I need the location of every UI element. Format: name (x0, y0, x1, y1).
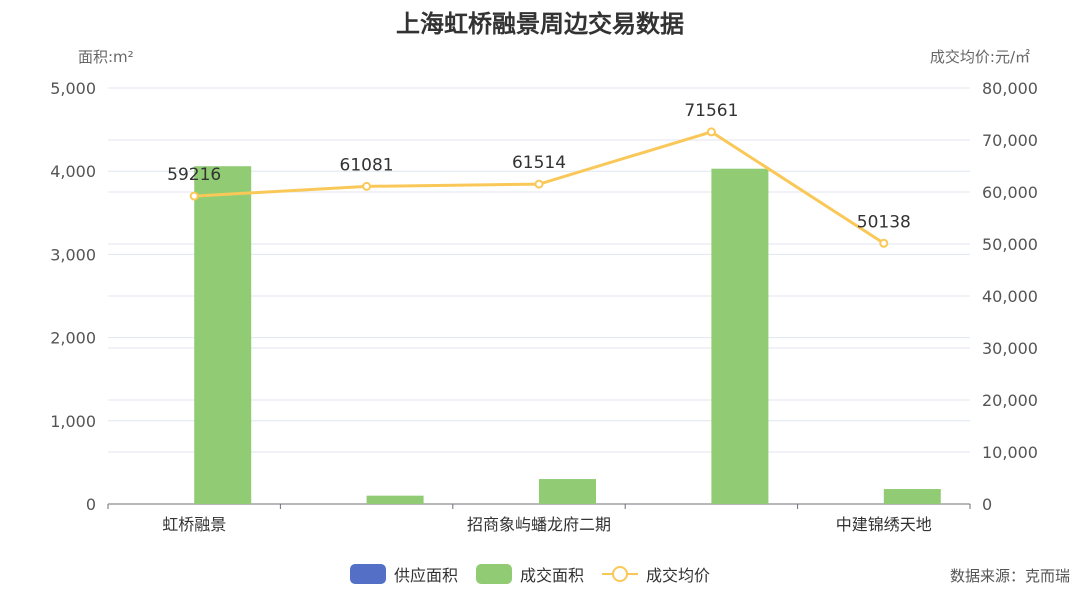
avg-price-data-label: 61514 (512, 153, 566, 173)
avg-price-data-label: 59216 (167, 165, 221, 185)
left-axis-label: 面积:m² (78, 48, 134, 66)
avg-price-point (534, 179, 544, 189)
right-tick-label: 10,000 (982, 443, 1038, 462)
legend-dot (612, 566, 629, 582)
right-tick-label: 40,000 (982, 287, 1038, 306)
legend-item-supply[interactable]: 供应面积 (350, 562, 458, 586)
right-tick-label: 70,000 (982, 131, 1038, 150)
left-tick-label: 4,000 (50, 162, 96, 181)
right-tick-label: 80,000 (982, 79, 1038, 98)
left-tick-label: 2,000 (50, 329, 96, 348)
legend-label-deal-area: 成交面积 (520, 566, 585, 585)
legend-swatch-supply (350, 564, 386, 584)
avg-price-data-label: 50138 (857, 212, 911, 232)
legend-item-avg-price[interactable]: 成交均价 (602, 562, 710, 586)
left-tick-label: 3,000 (50, 245, 96, 264)
left-tick-label: 0 (86, 495, 96, 514)
data-source: 数据来源：克而瑞 (949, 567, 1070, 585)
right-tick-label: 60,000 (982, 183, 1038, 202)
category-label: 招商象屿蟠龙府二期 (467, 515, 611, 534)
avg-price-point (189, 191, 199, 201)
category-label: 虹桥融景 (162, 515, 226, 534)
legend-label-avg-price: 成交均价 (646, 566, 711, 585)
avg-price-data-label: 71561 (684, 101, 738, 121)
bar-deal-area (539, 479, 596, 504)
left-tick-label: 5,000 (50, 79, 96, 98)
avg-price-point (706, 127, 716, 137)
right-tick-label: 30,000 (982, 339, 1038, 358)
bar-deal-area (883, 489, 941, 504)
bar-deal-area (366, 495, 424, 504)
bar-deal-area (194, 166, 252, 504)
avg-price-point (879, 238, 889, 248)
bar-deal-area (711, 168, 769, 505)
right-tick-label: 20,000 (982, 391, 1038, 410)
right-axis-label: 成交均价:元/㎡ (929, 48, 1030, 66)
category-label: 中建锦绣天地 (836, 515, 932, 534)
right-tick-label: 50,000 (982, 235, 1038, 254)
legend-label-supply: 供应面积 (394, 566, 459, 585)
legend-swatch-deal-area (476, 564, 513, 584)
legend: 供应面积 成交面积 成交均价 (350, 562, 728, 586)
chart-title: 上海虹桥融景周边交易数据 (396, 10, 684, 38)
avg-price-data-label: 61081 (340, 155, 394, 175)
left-tick-label: 1,000 (50, 412, 96, 431)
legend-item-deal-area[interactable]: 成交面积 (476, 562, 584, 586)
avg-price-point (362, 181, 372, 191)
right-tick-label: 0 (982, 495, 992, 514)
legend-swatch-avg-price (602, 564, 639, 584)
